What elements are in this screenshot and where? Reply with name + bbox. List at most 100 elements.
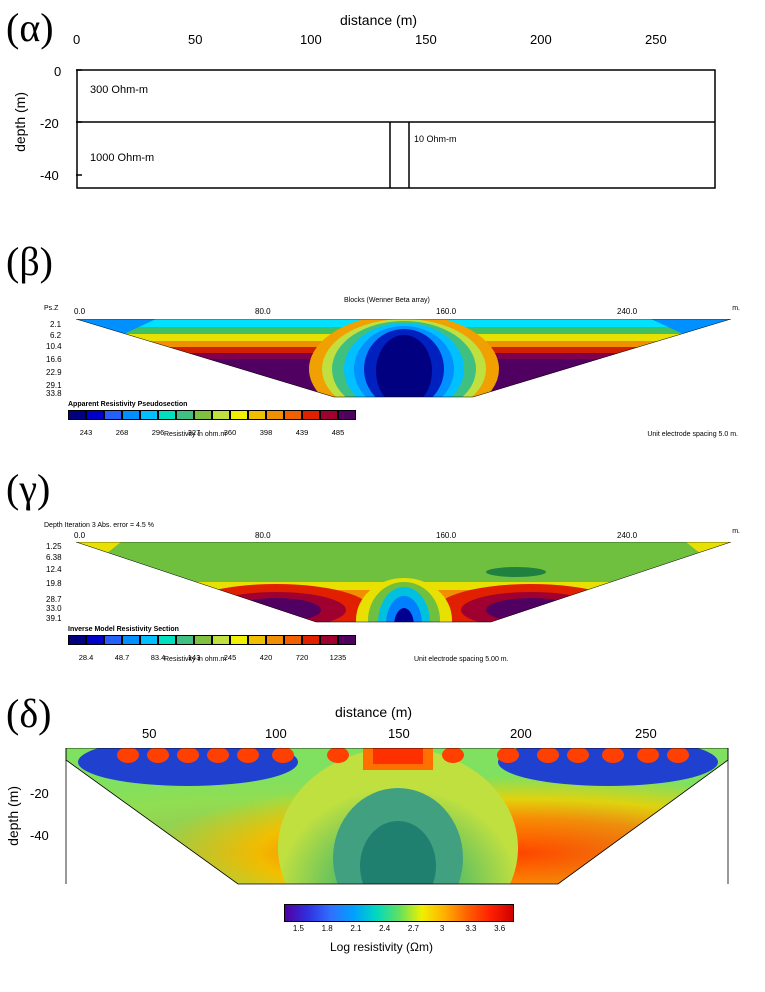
colorbar-value: 2.4 <box>370 924 399 933</box>
panel-gamma-caption2: Resistivity in ohm.m <box>164 656 226 663</box>
colorbar-swatch <box>230 410 248 420</box>
xtick: 250 <box>635 726 657 741</box>
ytick: 12.4 <box>46 565 62 574</box>
ytick: 2.1 <box>50 320 61 329</box>
ytick: 19.8 <box>46 579 62 588</box>
panel-beta-footer: Unit electrode spacing 5.0 m. <box>647 431 738 438</box>
panel-alpha: distance (m) 0 50 100 150 200 250 depth … <box>40 12 740 192</box>
layer-dyke-label: 10 Ohm-m <box>414 134 457 144</box>
layer-top-label: 300 Ohm-m <box>90 84 148 96</box>
xtick: 160.0 <box>436 531 456 540</box>
colorbar-swatch <box>248 410 266 420</box>
panel-alpha-y-title: depth (m) <box>12 92 28 152</box>
colorbar-swatch <box>212 635 230 645</box>
panel-beta-label: (β) <box>6 238 53 285</box>
colorbar-swatch <box>248 635 266 645</box>
colorbar-swatch <box>320 410 338 420</box>
colorbar-swatch <box>284 635 302 645</box>
ytick: 16.6 <box>46 355 62 364</box>
panel-gamma-title: Depth Iteration 3 Abs. error = 4.5 % <box>44 522 154 529</box>
colorbar-swatch <box>284 410 302 420</box>
ytick: -40 <box>40 168 59 183</box>
panel-gamma-label: (γ) <box>6 465 50 512</box>
ytick: 6.2 <box>50 331 61 340</box>
panel-delta: distance (m) 50 100 150 200 250 depth (m… <box>30 704 748 984</box>
colorbar-swatch <box>122 410 140 420</box>
panel-beta-caption2: Resistivity in ohm.m <box>164 431 226 438</box>
panel-delta-section <box>58 748 738 888</box>
xtick: 100 <box>300 32 322 47</box>
panel-gamma-section <box>76 542 731 624</box>
colorbar-swatch <box>194 635 212 645</box>
colorbar-value: 3.6 <box>485 924 514 933</box>
colorbar-value: 420 <box>248 653 284 662</box>
xtick: 150 <box>388 726 410 741</box>
colorbar-swatch <box>68 635 86 645</box>
colorbar-swatch <box>104 635 122 645</box>
ytick: -40 <box>30 828 49 843</box>
colorbar-swatch <box>68 410 86 420</box>
ytick: -20 <box>40 116 59 131</box>
panel-beta-colorbar <box>68 410 356 420</box>
colorbar-swatch <box>266 410 284 420</box>
panel-gamma-right-label: m. <box>732 528 740 535</box>
colorbar-swatch <box>86 635 104 645</box>
xtick: 100 <box>265 726 287 741</box>
colorbar-swatch <box>140 410 158 420</box>
colorbar-value: 720 <box>284 653 320 662</box>
xtick: 80.0 <box>255 531 271 540</box>
colorbar-value: 1.5 <box>284 924 313 933</box>
panel-delta-y-title: depth (m) <box>5 786 21 846</box>
panel-beta-right-label: m. <box>732 305 740 312</box>
ytick: 10.4 <box>46 342 62 351</box>
colorbar-value: 1.8 <box>313 924 342 933</box>
ytick: 6.38 <box>46 553 62 562</box>
xtick: 200 <box>530 32 552 47</box>
panel-delta-colorbar <box>284 904 514 922</box>
ytick: 28.7 <box>46 595 62 604</box>
panel-gamma-caption1: Inverse Model Resistivity Section <box>68 626 179 633</box>
colorbar-swatch <box>338 410 356 420</box>
colorbar-value: 28.4 <box>68 653 104 662</box>
xtick: 200 <box>510 726 532 741</box>
ytick: 33.8 <box>46 389 62 398</box>
panel-gamma-colorbar <box>68 635 356 645</box>
ytick: 22.9 <box>46 368 62 377</box>
colorbar-swatch <box>122 635 140 645</box>
panel-beta-title: Blocks (Wenner Beta array) <box>344 297 430 304</box>
colorbar-value: 3 <box>428 924 457 933</box>
xtick: 50 <box>142 726 156 741</box>
panel-delta-colorbar-title: Log resistivity (Ωm) <box>330 940 433 954</box>
colorbar-value: 485 <box>320 428 356 437</box>
colorbar-value: 3.3 <box>457 924 486 933</box>
xtick: 0.0 <box>74 531 85 540</box>
colorbar-value: 268 <box>104 428 140 437</box>
xtick: 0.0 <box>74 307 85 316</box>
ytick: 1.25 <box>46 542 62 551</box>
xtick: 50 <box>188 32 202 47</box>
colorbar-swatch <box>230 635 248 645</box>
xtick: 160.0 <box>436 307 456 316</box>
ytick: 0 <box>54 64 61 79</box>
panel-beta: Blocks (Wenner Beta array) Ps.Z m. 0.0 8… <box>24 297 742 445</box>
xtick: 240.0 <box>617 531 637 540</box>
colorbar-swatch <box>194 410 212 420</box>
colorbar-value: 243 <box>68 428 104 437</box>
panel-alpha-model <box>76 60 716 190</box>
colorbar-swatch <box>104 410 122 420</box>
xtick: 80.0 <box>255 307 271 316</box>
panel-delta-colorbar-ticks: 1.51.82.12.42.733.33.6 <box>284 924 514 933</box>
panel-alpha-x-title: distance (m) <box>340 12 417 28</box>
colorbar-value: 48.7 <box>104 653 140 662</box>
colorbar-swatch <box>176 410 194 420</box>
colorbar-swatch <box>266 635 284 645</box>
layer-bottom-label: 1000 Ohm-m <box>90 152 154 164</box>
colorbar-swatch <box>158 635 176 645</box>
xtick: 150 <box>415 32 437 47</box>
colorbar-swatch <box>320 635 338 645</box>
colorbar-swatch <box>212 410 230 420</box>
ytick: 39.1 <box>46 614 62 623</box>
xtick: 240.0 <box>617 307 637 316</box>
panel-delta-x-title: distance (m) <box>335 704 412 720</box>
ytick: -20 <box>30 786 49 801</box>
